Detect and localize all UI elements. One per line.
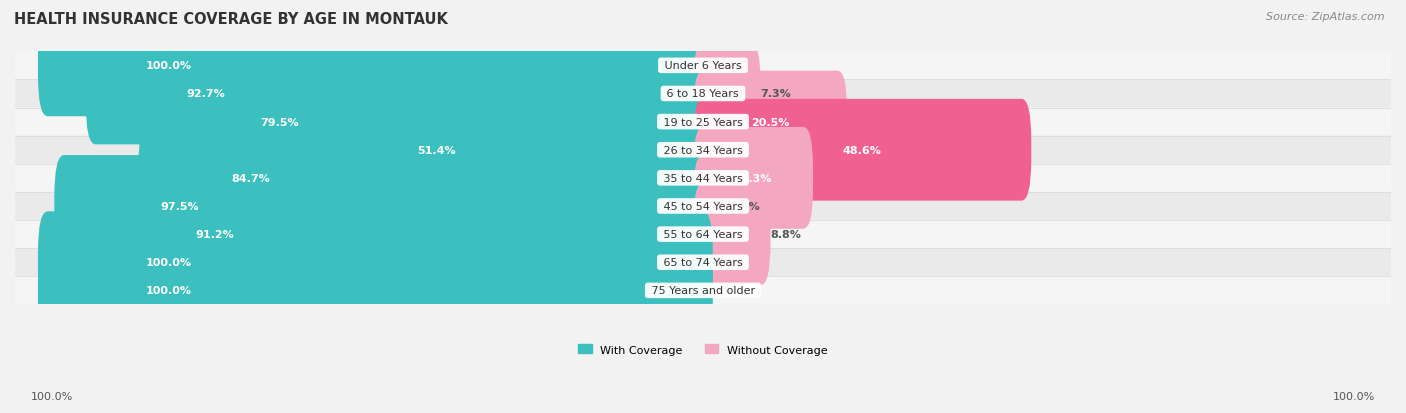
FancyBboxPatch shape (15, 108, 1391, 136)
Text: Under 6 Years: Under 6 Years (661, 61, 745, 71)
FancyBboxPatch shape (356, 100, 713, 201)
FancyBboxPatch shape (693, 43, 761, 145)
Text: 65 to 74 Years: 65 to 74 Years (659, 258, 747, 268)
FancyBboxPatch shape (693, 156, 730, 257)
FancyBboxPatch shape (138, 128, 713, 229)
Text: Source: ZipAtlas.com: Source: ZipAtlas.com (1267, 12, 1385, 22)
Text: 55 to 64 Years: 55 to 64 Years (659, 230, 747, 240)
Text: 0.0%: 0.0% (713, 286, 744, 296)
FancyBboxPatch shape (15, 80, 1391, 108)
Text: 100.0%: 100.0% (31, 391, 73, 401)
Text: 100.0%: 100.0% (146, 61, 193, 71)
FancyBboxPatch shape (38, 212, 713, 313)
FancyBboxPatch shape (15, 136, 1391, 164)
Text: 0.0%: 0.0% (713, 258, 744, 268)
FancyBboxPatch shape (86, 43, 713, 145)
Text: 48.6%: 48.6% (842, 145, 882, 155)
Text: 2.5%: 2.5% (730, 202, 761, 211)
FancyBboxPatch shape (15, 192, 1391, 221)
Text: 20.5%: 20.5% (751, 117, 789, 127)
FancyBboxPatch shape (15, 164, 1391, 192)
Text: 84.7%: 84.7% (231, 173, 270, 183)
FancyBboxPatch shape (693, 128, 813, 229)
FancyBboxPatch shape (96, 184, 713, 285)
FancyBboxPatch shape (15, 277, 1391, 305)
Text: 7.3%: 7.3% (761, 89, 792, 99)
Text: 0.0%: 0.0% (713, 61, 744, 71)
Text: HEALTH INSURANCE COVERAGE BY AGE IN MONTAUK: HEALTH INSURANCE COVERAGE BY AGE IN MONT… (14, 12, 449, 27)
Text: 100.0%: 100.0% (146, 258, 193, 268)
FancyBboxPatch shape (693, 100, 1031, 201)
Text: 45 to 54 Years: 45 to 54 Years (659, 202, 747, 211)
FancyBboxPatch shape (55, 156, 713, 257)
Legend: With Coverage, Without Coverage: With Coverage, Without Coverage (578, 344, 828, 355)
Text: 75 Years and older: 75 Years and older (648, 286, 758, 296)
FancyBboxPatch shape (38, 240, 713, 342)
Text: 91.2%: 91.2% (195, 230, 233, 240)
Text: 26 to 34 Years: 26 to 34 Years (659, 145, 747, 155)
FancyBboxPatch shape (15, 52, 1391, 80)
Text: 100.0%: 100.0% (1333, 391, 1375, 401)
Text: 35 to 44 Years: 35 to 44 Years (659, 173, 747, 183)
FancyBboxPatch shape (15, 221, 1391, 249)
Text: 8.8%: 8.8% (770, 230, 801, 240)
Text: 6 to 18 Years: 6 to 18 Years (664, 89, 742, 99)
FancyBboxPatch shape (15, 249, 1391, 277)
Text: 92.7%: 92.7% (187, 89, 225, 99)
Text: 15.3%: 15.3% (734, 173, 772, 183)
Text: 79.5%: 79.5% (260, 117, 299, 127)
Text: 100.0%: 100.0% (146, 286, 193, 296)
Text: 19 to 25 Years: 19 to 25 Years (659, 117, 747, 127)
FancyBboxPatch shape (173, 71, 713, 173)
Text: 51.4%: 51.4% (416, 145, 456, 155)
FancyBboxPatch shape (38, 15, 713, 117)
FancyBboxPatch shape (693, 184, 770, 285)
FancyBboxPatch shape (693, 71, 848, 173)
Text: 97.5%: 97.5% (160, 202, 198, 211)
